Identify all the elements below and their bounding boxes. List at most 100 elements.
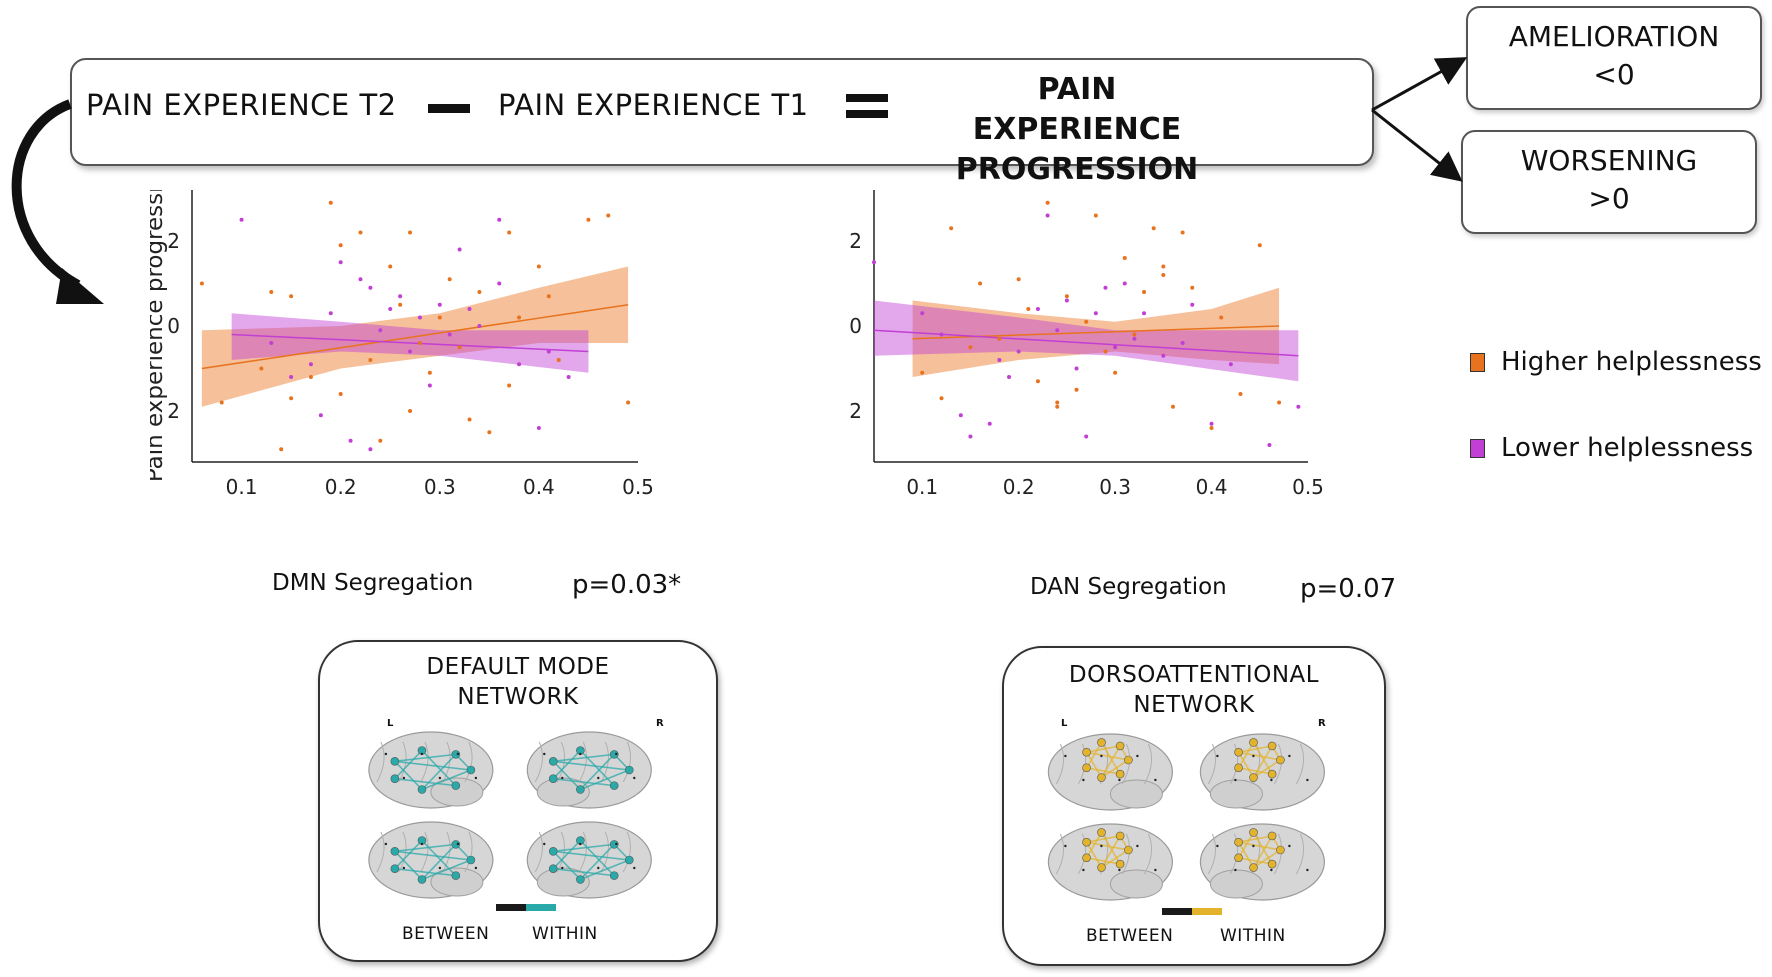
data-point bbox=[338, 392, 343, 396]
data-point bbox=[457, 345, 462, 350]
data-point bbox=[1093, 311, 1098, 316]
x-tick-label: 0.1 bbox=[226, 475, 258, 499]
data-point bbox=[408, 349, 413, 354]
data-point bbox=[318, 413, 323, 418]
pain-experience-t1: PAIN EXPERIENCE T1 bbox=[498, 88, 809, 122]
data-point bbox=[477, 290, 482, 294]
x-tick-label: 0.1 bbox=[906, 475, 938, 499]
dan-title-line-2: NETWORK bbox=[1133, 692, 1255, 718]
data-point bbox=[417, 315, 422, 320]
legend-label-lower: Lower helplessness bbox=[1501, 433, 1754, 463]
dmn-between-label: BETWEEN bbox=[402, 924, 490, 944]
arrow-to-worsening bbox=[1371, 108, 1463, 182]
data-point bbox=[338, 243, 343, 248]
data-point bbox=[1035, 307, 1040, 311]
data-point bbox=[606, 213, 611, 218]
dmn-title: DEFAULT MODE NETWORK bbox=[320, 652, 716, 712]
legend-swatch-higher bbox=[1470, 352, 1485, 372]
trend-line bbox=[873, 329, 1299, 357]
data-point bbox=[949, 226, 954, 231]
dmn-p-value: p=0.03* bbox=[572, 570, 682, 600]
dan-title: DORSOATTENTIONAL NETWORK bbox=[1004, 660, 1384, 720]
y-axis-label: Pain experience progression bbox=[150, 190, 168, 482]
trend-line bbox=[201, 304, 629, 370]
equation-box: PAIN EXPERIENCE T2 PAIN EXPERIENCE T1 PA… bbox=[70, 58, 1374, 187]
data-point bbox=[437, 302, 442, 307]
data-point bbox=[1209, 426, 1214, 430]
data-point bbox=[279, 447, 284, 452]
data-point bbox=[338, 260, 343, 265]
data-point bbox=[1161, 264, 1166, 269]
y-tick-label: 0 bbox=[849, 314, 862, 338]
data-point bbox=[1035, 379, 1040, 384]
data-point bbox=[1209, 421, 1214, 426]
data-point bbox=[1045, 213, 1050, 218]
legend-higher-helplessness: Higher helplessness bbox=[1470, 347, 1762, 377]
data-point bbox=[348, 438, 353, 443]
data-point bbox=[1084, 434, 1089, 439]
data-point bbox=[1277, 400, 1282, 405]
data-point bbox=[1074, 387, 1079, 392]
data-point bbox=[328, 200, 333, 205]
data-point bbox=[939, 332, 944, 337]
minus-sign bbox=[428, 104, 470, 113]
data-point bbox=[920, 370, 925, 375]
brain-hemisphere bbox=[526, 731, 652, 809]
x-tick-label: 0.2 bbox=[325, 475, 357, 499]
data-point bbox=[968, 434, 973, 439]
y-tick-label: 2 bbox=[849, 229, 862, 253]
data-point bbox=[1161, 273, 1166, 277]
x-tick-label: 0.2 bbox=[1003, 475, 1035, 499]
data-point bbox=[417, 341, 422, 345]
data-point bbox=[1142, 311, 1147, 316]
data-point bbox=[1113, 370, 1118, 375]
data-point bbox=[289, 294, 294, 299]
data-point bbox=[626, 400, 631, 405]
data-point bbox=[1132, 332, 1137, 337]
data-point bbox=[269, 290, 274, 294]
legend-label-higher: Higher helplessness bbox=[1501, 347, 1762, 377]
pain-experience-t2: PAIN EXPERIENCE T2 bbox=[86, 88, 397, 122]
brain-hemisphere bbox=[1047, 823, 1174, 901]
confidence-band bbox=[874, 300, 1299, 382]
y-tick-label: 2 bbox=[849, 399, 862, 423]
y-tick-label: 0 bbox=[167, 314, 180, 338]
x-tick-label: 0.5 bbox=[622, 475, 654, 499]
x-tick-label: 0.4 bbox=[523, 475, 555, 499]
data-point bbox=[308, 362, 313, 367]
dan-brain-renders bbox=[1047, 733, 1325, 901]
data-point bbox=[437, 315, 442, 320]
data-point bbox=[358, 230, 363, 235]
brain-hemisphere bbox=[1199, 733, 1325, 811]
data-point bbox=[968, 345, 973, 350]
brain-hemisphere bbox=[368, 821, 494, 899]
data-point bbox=[517, 362, 522, 367]
data-point bbox=[1055, 328, 1060, 333]
data-point bbox=[1190, 302, 1195, 307]
data-point bbox=[1113, 345, 1118, 350]
data-point bbox=[289, 396, 294, 401]
x-tick-label: 0.4 bbox=[1196, 475, 1228, 499]
data-point bbox=[1055, 400, 1060, 405]
data-point bbox=[378, 438, 383, 443]
data-point bbox=[1296, 404, 1301, 409]
data-point bbox=[978, 281, 983, 286]
data-point bbox=[517, 315, 522, 320]
data-point bbox=[199, 281, 204, 286]
data-point bbox=[467, 307, 472, 311]
dan-within-label: WITHIN bbox=[1220, 926, 1286, 946]
data-point bbox=[239, 217, 244, 222]
data-point bbox=[1190, 285, 1195, 290]
data-point bbox=[1151, 226, 1156, 231]
dan-right-hemisphere-label: R bbox=[1318, 718, 1326, 729]
worsening-box: WORSENING >0 bbox=[1461, 130, 1757, 234]
data-point bbox=[546, 349, 551, 354]
data-point bbox=[368, 358, 373, 362]
data-point bbox=[308, 375, 313, 379]
data-point bbox=[920, 311, 925, 316]
legend-lower-helplessness: Lower helplessness bbox=[1470, 433, 1753, 463]
data-point bbox=[358, 277, 363, 282]
data-point bbox=[1084, 319, 1089, 324]
